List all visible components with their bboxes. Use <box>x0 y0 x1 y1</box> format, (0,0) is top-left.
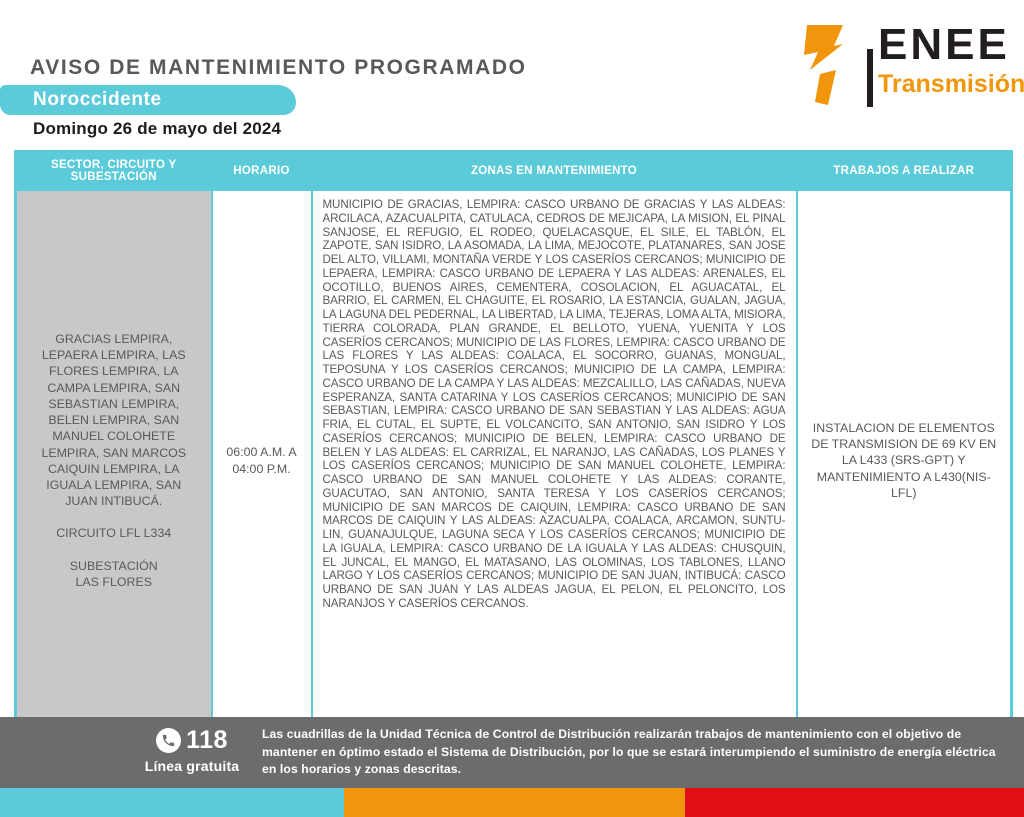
logo-subtitle: Transmisión <box>878 70 1024 98</box>
footer: 118 Línea gratuita Las cuadrillas de la … <box>0 717 1024 788</box>
sector-circuit: CIRCUITO LFL L334 <box>56 526 172 541</box>
table-row: GRACIAS LEMPIRA, LEPAERA LEMPIRA, LAS FL… <box>14 189 1013 733</box>
schedule-cell: 06:00 A.M. A 04:00 P.M. <box>210 189 313 733</box>
red-bar <box>685 788 1024 817</box>
lightning-bolt-icon <box>804 25 843 105</box>
substation: SUBESTACIÓN LAS FLORES <box>30 558 198 590</box>
region-banner: Noroccidente <box>0 85 296 115</box>
hotline-label: Línea gratuita <box>144 758 240 774</box>
cyan-bar <box>0 788 344 817</box>
page-title: AVISO DE MANTENIMIENTO PROGRAMADO <box>30 56 527 80</box>
logo-divider <box>867 49 873 107</box>
maintenance-table: SECTOR, CIRCUITO Y SUBESTACIÓN HORARIO Z… <box>14 150 1013 733</box>
enee-logo: ENEE Transmisión <box>795 22 1024 107</box>
column-header-trabajos: TRABAJOS A REALIZAR <box>795 150 1013 191</box>
logo-text: ENEE Transmisión <box>878 20 1024 99</box>
phone-icon <box>156 728 182 753</box>
hotline-number: 118 <box>186 726 228 754</box>
works-cell: INSTALACION DE ELEMEN­TOS DE TRANSMISION… <box>795 189 1013 733</box>
table-header-row: SECTOR, CIRCUITO Y SUBESTACIÓN HORARIO Z… <box>14 150 1013 191</box>
zones-cell: MUNICIPIO DE GRACIAS, LEMPIRA: CASCO URB… <box>310 189 798 733</box>
date-label: Domingo 26 de mayo del 2024 <box>33 119 282 138</box>
column-header-sector: SECTOR, CIRCUITO Y SUBESTACIÓN <box>14 150 213 191</box>
sector-areas: GRACIAS LEMPIRA, LEPAERA LEMPIRA, LAS FL… <box>41 332 187 509</box>
hotline: 118 Línea gratuita <box>134 726 250 774</box>
schedule-line1: 06:00 A.M. A <box>226 445 297 460</box>
footer-message-text: Las cuadrillas de la Unidad Técnica de C… <box>262 727 996 777</box>
column-header-zonas: ZONAS EN MANTENIMIENTO <box>310 150 798 191</box>
orange-bar <box>344 788 685 817</box>
substation-name: LAS FLORES <box>75 574 152 589</box>
column-header-horario: HORARIO <box>210 150 313 191</box>
logo-name: ENEE <box>878 20 1010 69</box>
brand-color-bars <box>0 788 1024 817</box>
substation-label: SUBESTACIÓN <box>69 558 158 573</box>
sector-cell: GRACIAS LEMPIRA, LEPAERA LEMPIRA, LAS FL… <box>14 189 213 733</box>
schedule-line2: 04:00 P.M. <box>232 461 291 476</box>
footer-message: Las cuadrillas de la Unidad Técnica de C… <box>262 717 1004 788</box>
